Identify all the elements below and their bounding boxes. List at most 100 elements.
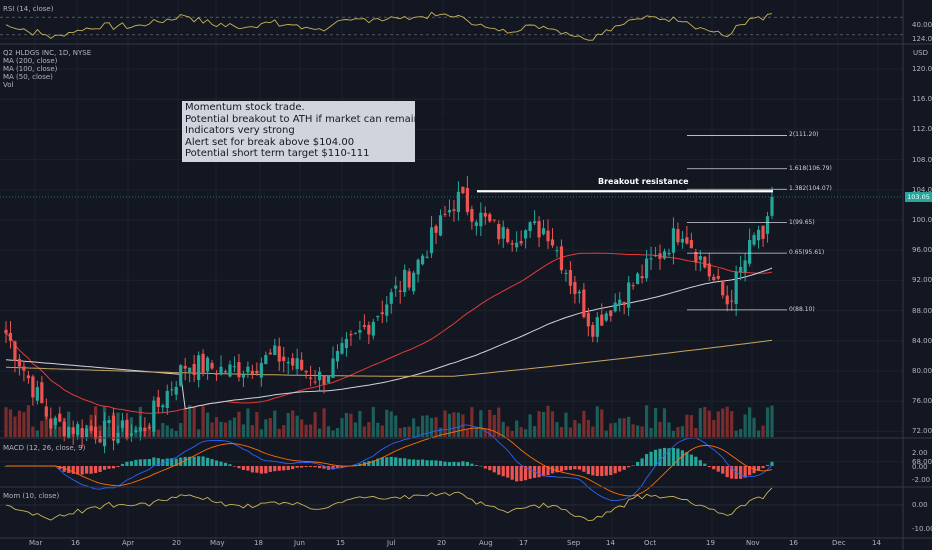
candle-body	[703, 256, 707, 268]
candle-body	[631, 285, 635, 287]
candle-body	[58, 413, 62, 422]
candle-body	[317, 371, 322, 381]
time-axis-tick: Dec	[832, 539, 846, 547]
volume-bar	[618, 418, 622, 437]
symbol-title[interactable]: Q2 HLDGS INC, 1D, NYSE	[3, 49, 92, 57]
macd-histogram-bar	[443, 461, 447, 466]
indicator-ma200[interactable]: MA (200, close)	[3, 57, 58, 65]
candle-body	[53, 417, 57, 426]
fib-label: 0.65(95.61)	[789, 249, 825, 257]
volume-bar	[680, 426, 685, 437]
volume-bar	[644, 405, 649, 437]
indicator-volume[interactable]: Vol	[3, 81, 14, 89]
note-box[interactable]: Momentum stock trade. Potential breakout…	[182, 101, 461, 162]
macd-histogram-bar	[537, 466, 541, 478]
volume-bar	[412, 418, 416, 437]
volume-bar	[398, 428, 402, 437]
candle-body	[506, 229, 510, 243]
volume-bar	[300, 419, 304, 437]
breakout-resistance-label[interactable]: Breakout resistance	[598, 177, 689, 187]
volume-bar	[461, 414, 465, 437]
candle-body	[519, 241, 523, 244]
volume-bar	[689, 415, 693, 437]
indicator-ma100[interactable]: MA (100, close)	[3, 65, 58, 73]
candle-body	[228, 364, 232, 377]
candle-body	[331, 358, 335, 378]
macd-histogram-bar	[662, 447, 667, 466]
macd-histogram-bar	[497, 466, 501, 475]
macd-histogram-bar	[434, 460, 438, 466]
volume-bar	[286, 413, 290, 437]
volume-bar	[8, 409, 13, 437]
volume-bar	[474, 427, 478, 437]
volume-bar	[268, 418, 272, 437]
candle-body	[537, 221, 541, 238]
macd-histogram-bar	[721, 466, 725, 474]
time-axis-tick: Oct	[644, 539, 657, 547]
macd-histogram-bar	[134, 459, 138, 466]
macd-histogram-bar	[707, 466, 711, 468]
candle-body	[604, 313, 608, 321]
macd-histogram-bar	[371, 460, 375, 466]
candle-body	[685, 237, 689, 244]
volume-bar	[497, 407, 501, 437]
volume-bar	[179, 423, 183, 437]
mom-label[interactable]: Mom (10, close)	[3, 492, 60, 500]
candle-body	[761, 225, 765, 239]
ma50-line	[5, 252, 773, 414]
candle-body	[376, 315, 380, 318]
macd-histogram-bar	[241, 466, 246, 471]
candle-body	[67, 426, 71, 439]
macd-histogram-bar	[201, 456, 205, 466]
macd-histogram-bar	[219, 461, 223, 466]
macd-histogram-bar	[676, 448, 680, 466]
candle-body	[515, 242, 519, 248]
volume-bars	[4, 405, 774, 437]
candle-body	[447, 210, 452, 213]
candle-body	[8, 333, 13, 341]
candle-body	[304, 371, 308, 373]
candle-body	[680, 238, 685, 243]
macd-label[interactable]: MACD (12, 26, close, 9)	[3, 444, 86, 452]
macd-histogram-bar	[748, 466, 752, 476]
macd-histogram-bar	[259, 466, 263, 474]
macd-histogram-bar	[237, 466, 241, 469]
time-axis-tick: 15	[336, 539, 345, 547]
candle-body	[712, 276, 716, 281]
candle-body	[147, 427, 151, 429]
volume-bar	[273, 410, 277, 437]
volume-bar	[667, 422, 671, 437]
volume-bar	[147, 424, 151, 437]
macd-histogram-bar	[205, 457, 210, 466]
volume-bar	[309, 424, 313, 437]
grid-lines	[0, 0, 903, 538]
candle-body	[501, 226, 505, 239]
volume-bar	[452, 412, 456, 437]
candle-body	[380, 312, 384, 315]
volume-bar	[13, 416, 17, 437]
time-axis-tick: 14	[606, 539, 615, 547]
volume-bar	[604, 430, 608, 437]
macd-histogram-bar	[255, 466, 259, 473]
volume-bar	[564, 412, 568, 437]
macd-histogram-bar	[264, 466, 268, 474]
macd-histogram-bar	[412, 459, 416, 466]
candle-body	[559, 246, 564, 271]
volume-bar	[40, 420, 44, 437]
volume-bar	[649, 427, 653, 437]
volume-bar	[716, 411, 720, 437]
macd-histogram-bar	[62, 466, 66, 472]
volume-bar	[358, 410, 362, 437]
volume-bar	[304, 424, 308, 437]
volume-bar	[662, 408, 667, 437]
price-axis-tick: 88.00	[912, 306, 932, 315]
candle-body	[246, 366, 250, 373]
candle-body	[134, 430, 138, 433]
candle-body	[743, 260, 747, 273]
macd-histogram-bar	[698, 460, 702, 466]
candle-body	[129, 433, 134, 436]
candle-body	[671, 228, 676, 253]
indicator-ma50[interactable]: MA (50, close)	[3, 73, 53, 81]
macd-histogram-bar	[658, 448, 662, 466]
